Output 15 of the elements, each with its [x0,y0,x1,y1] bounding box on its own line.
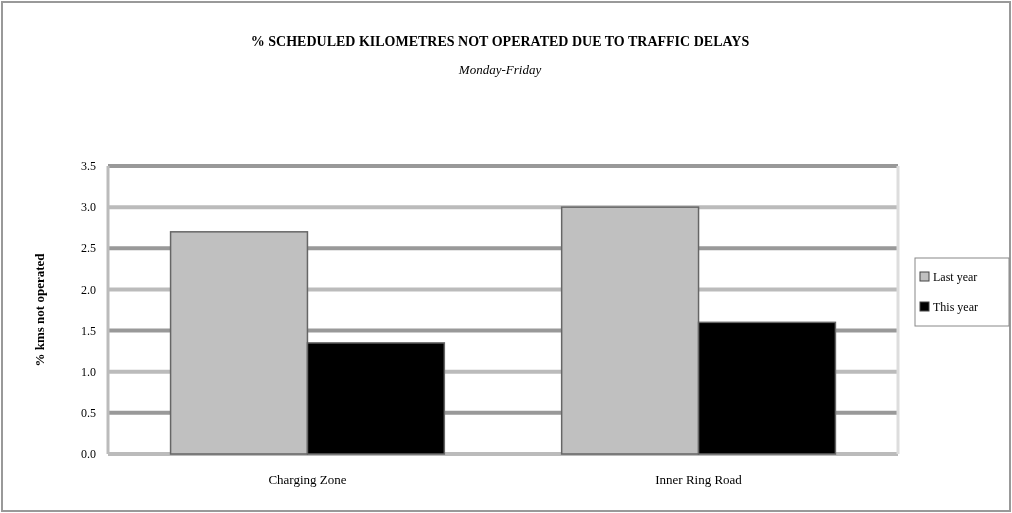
y-tick-label: 1.5 [81,323,96,338]
legend-label: This year [933,300,978,314]
x-tick-label: Inner Ring Road [655,472,743,487]
y-tick-label: 2.0 [81,282,96,297]
y-tick-label: 0.5 [81,406,96,421]
y-tick-label: 1.0 [81,364,96,379]
y-tick-label: 3.5 [81,159,96,174]
y-tick-label: 2.5 [81,241,96,256]
y-tick-label: 3.0 [81,200,96,215]
y-axis-title: % kms not operated [32,252,47,367]
legend-label: Last year [933,270,978,284]
chart-title: % SCHEDULED KILOMETRES NOT OPERATED DUE TO TRAFFIC DELAYS [250,34,750,49]
x-tick-label: Charging Zone [268,472,347,487]
y-tick-label: 0.0 [81,447,96,462]
chart-subtitle: Monday-Friday [457,62,542,77]
